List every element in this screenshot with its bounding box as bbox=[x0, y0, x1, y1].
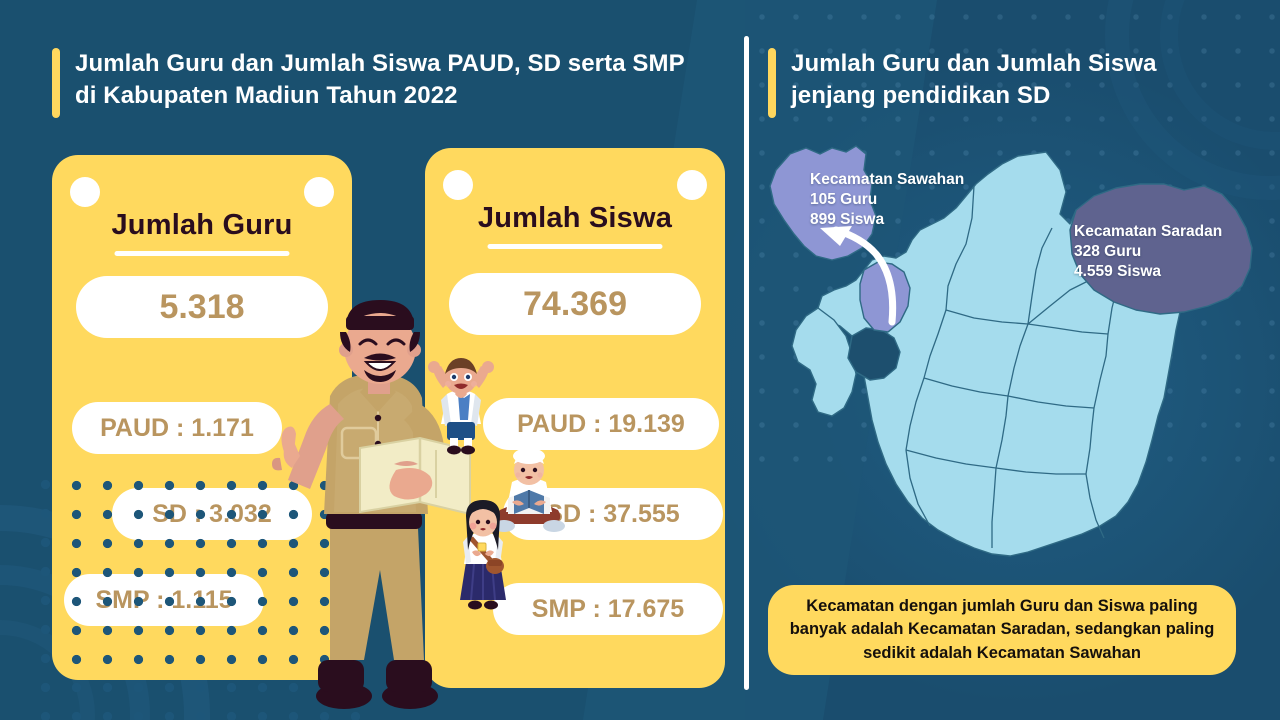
map-label-saradan-teachers: 328 Guru bbox=[1074, 243, 1142, 261]
left-title-text: Jumlah Guru dan Jumlah Siswa PAUD, SD se… bbox=[75, 50, 685, 109]
card-siswa-heading: Jumlah Siswa bbox=[477, 202, 673, 234]
card-guru-row-smp: SMP : 1.115 bbox=[64, 574, 264, 626]
student-sitting-illustration bbox=[493, 448, 565, 532]
map-label-saradan: Kecamatan Saradan 328 Guru 4.559 Siswa bbox=[1074, 222, 1222, 282]
map-label-saradan-students: 4.559 Siswa bbox=[1074, 263, 1162, 281]
map-region-saradan bbox=[1069, 183, 1253, 315]
madiun-district-map bbox=[760, 140, 1265, 585]
title-accent-bar bbox=[768, 48, 776, 118]
card-hole-left-icon bbox=[443, 170, 473, 200]
map-region-sawahan-inner bbox=[859, 261, 911, 333]
map-label-sawahan: Kecamatan Sawahan 105 Guru 899 Siswa bbox=[810, 170, 964, 230]
panel-divider bbox=[744, 36, 749, 690]
map-label-sawahan-students: 899 Siswa bbox=[810, 211, 885, 229]
card-guru-heading: Jumlah Guru bbox=[111, 209, 293, 241]
card-guru-underline bbox=[114, 251, 290, 256]
card-hole-right-icon bbox=[304, 177, 334, 207]
card-siswa-row-smp: SMP : 17.675 bbox=[493, 583, 723, 635]
card-hole-right-icon bbox=[677, 170, 707, 200]
card-siswa-total: 74.369 bbox=[449, 273, 701, 335]
right-title-text: Jumlah Guru dan Jumlah Siswa jenjang pen… bbox=[791, 50, 1157, 109]
teacher-illustration bbox=[272, 300, 471, 709]
map-label-sawahan-district: Kecamatan Sawahan bbox=[810, 171, 965, 188]
title-accent-bar bbox=[52, 48, 60, 118]
map-label-sawahan-teachers: 105 Guru bbox=[810, 191, 878, 209]
student-boy-illustration bbox=[428, 358, 494, 455]
right-panel-title: Jumlah Guru dan Jumlah Siswa jenjang pen… bbox=[768, 48, 1238, 118]
card-siswa-row-paud: PAUD : 19.139 bbox=[483, 398, 719, 450]
card-siswa-underline bbox=[487, 244, 663, 249]
left-panel-title: Jumlah Guru dan Jumlah Siswa PAUD, SD se… bbox=[52, 48, 712, 118]
map-arrow bbox=[820, 226, 897, 326]
student-girl-illustration bbox=[460, 500, 506, 610]
map-footnote: Kecamatan dengan jumlah Guru dan Siswa p… bbox=[768, 585, 1236, 675]
card-hole-left-icon bbox=[70, 177, 100, 207]
card-guru-row-paud: PAUD : 1.171 bbox=[72, 402, 282, 454]
map-label-saradan-district: Kecamatan Saradan bbox=[1074, 223, 1223, 240]
card-guru-total: 5.318 bbox=[76, 276, 328, 338]
map-svg bbox=[769, 145, 1253, 557]
